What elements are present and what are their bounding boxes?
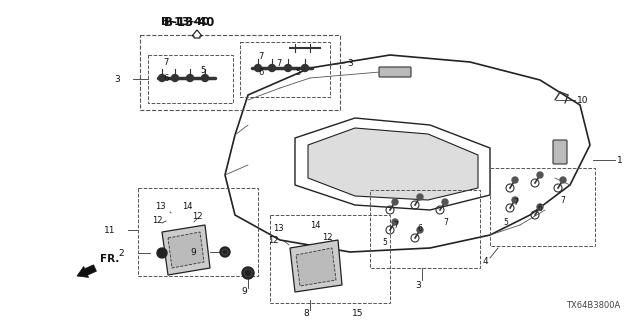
Text: FR.: FR. [100,254,120,264]
Circle shape [417,194,423,200]
Text: 12: 12 [268,236,278,244]
Circle shape [255,65,262,71]
Bar [270,215,390,303]
Circle shape [269,65,275,71]
Text: 5: 5 [200,66,205,75]
Circle shape [186,75,193,82]
Circle shape [417,227,423,233]
Circle shape [442,199,448,205]
Text: 7: 7 [560,196,565,204]
Text: 8: 8 [303,309,309,318]
Circle shape [172,75,179,82]
Text: 5: 5 [503,218,508,227]
Circle shape [537,172,543,178]
Circle shape [512,197,518,203]
FancyArrow shape [77,265,97,277]
Circle shape [159,75,166,82]
Text: 7: 7 [513,197,518,206]
Polygon shape [168,232,204,268]
Text: 9: 9 [190,247,196,257]
Text: 13: 13 [273,223,284,233]
Bar [240,42,330,97]
Text: 12: 12 [152,215,163,225]
Text: 7: 7 [258,52,264,60]
Circle shape [392,219,398,225]
Circle shape [220,247,230,257]
Bar [138,188,258,276]
Polygon shape [296,248,336,286]
Text: 7: 7 [393,220,398,229]
Text: 14: 14 [182,202,193,211]
Text: B-13-40: B-13-40 [164,16,216,29]
Text: 6: 6 [258,68,264,76]
Circle shape [157,248,167,258]
Text: 7: 7 [163,58,168,67]
Text: 6: 6 [163,74,168,83]
Text: 3: 3 [347,59,353,68]
Text: 12: 12 [192,212,202,220]
Text: TX64B3800A: TX64B3800A [566,301,620,310]
Text: 11: 11 [104,226,115,235]
Circle shape [301,65,308,71]
Text: 12: 12 [322,233,333,242]
Circle shape [285,65,291,71]
Circle shape [242,267,254,279]
Bar [370,190,480,268]
Text: 6: 6 [418,223,423,233]
Text: 5: 5 [382,237,387,246]
Circle shape [560,177,566,183]
Text: 3: 3 [115,75,120,84]
Text: 9: 9 [241,287,247,297]
Text: 6: 6 [538,204,543,212]
Text: 14: 14 [310,220,321,229]
Bar [148,55,233,103]
Bar [140,35,340,110]
Circle shape [512,177,518,183]
Text: 7: 7 [443,218,448,227]
Circle shape [537,204,543,210]
Text: 10: 10 [577,95,589,105]
FancyArrow shape [192,30,202,38]
Polygon shape [308,128,478,200]
Circle shape [202,75,209,82]
Text: 4: 4 [483,258,488,267]
Text: 13: 13 [155,202,166,211]
Text: 7: 7 [276,59,282,68]
Text: 1: 1 [617,156,623,164]
Circle shape [392,199,398,205]
FancyBboxPatch shape [553,140,567,164]
Text: B-13-40: B-13-40 [161,17,209,27]
FancyBboxPatch shape [379,67,411,77]
Polygon shape [290,240,342,292]
Text: 5: 5 [295,68,300,76]
Text: 15: 15 [352,309,364,318]
Bar [490,168,595,246]
Text: 2: 2 [118,249,124,258]
Polygon shape [162,225,210,275]
Text: 3: 3 [415,281,421,290]
